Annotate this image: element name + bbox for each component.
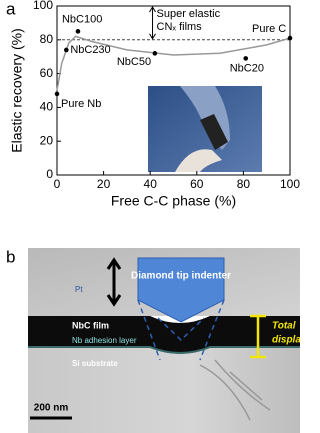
scale-label: 200 nm [34,403,69,414]
x-tick-label: 80 [237,177,251,191]
point-label: NbC230 [70,44,110,56]
point [243,56,249,61]
annotation-arrow [149,6,156,40]
fit-curve [56,35,291,91]
inset-photo [148,86,262,172]
layer-label: NbC film [72,320,109,330]
displacement-label: Total [272,321,296,332]
x-axis-label: Free C-C phase (%) [111,193,236,209]
point [152,51,158,56]
y-tick-label: 20 [40,133,54,147]
y-axis-label: Elastic recovery (%) [9,28,25,152]
point [287,35,293,41]
point-label: Pure Nb [61,98,101,110]
x-tick-label: 60 [190,177,204,191]
layer-label: Nb adhesion layer [72,336,137,345]
layer-label: Pt [75,285,83,294]
y-tick-label: 80 [40,32,54,46]
point-label: NbC100 [62,13,102,25]
indenter-label: Diamond tip indenter [131,271,231,282]
x-tick-label: 100 [280,177,300,191]
point-label: NbC50 [117,56,151,68]
x-tick-label: 0 [54,177,61,191]
annotation: CNₓ films [157,21,203,33]
annotation: Super elastic [157,8,221,20]
y-tick-label: 0 [46,167,53,181]
point [75,29,81,34]
layer-label: Si substrate [72,359,118,368]
figure: a 0 20 40 60 80 100 0 20 40 60 80 100 Free C-C phase… [6,0,300,433]
point-label: NbC20 [230,62,264,74]
panel-label: b [6,247,15,266]
panel-label: a [6,0,16,18]
displacement-label: displacement [272,335,300,346]
y-tick-label: 100 [33,0,53,12]
x-tick-label: 40 [144,177,158,191]
tem-image [28,248,300,433]
x-tick-label: 20 [97,177,111,191]
y-tick-label: 40 [40,100,54,114]
point-label: Pure C [252,23,286,35]
y-tick-label: 60 [40,66,54,80]
point [54,91,60,97]
point [64,47,69,53]
